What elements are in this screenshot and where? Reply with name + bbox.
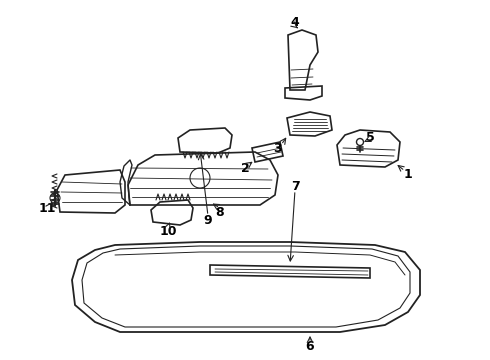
Text: 5: 5 (366, 131, 374, 144)
Text: 8: 8 (216, 206, 224, 219)
Text: 11: 11 (38, 202, 56, 215)
Text: 2: 2 (241, 162, 249, 175)
Text: 1: 1 (404, 167, 413, 180)
Text: 3: 3 (274, 141, 282, 154)
Text: 9: 9 (204, 213, 212, 226)
Text: 7: 7 (291, 180, 299, 193)
Text: 10: 10 (159, 225, 177, 238)
Text: 6: 6 (306, 341, 314, 354)
Text: 4: 4 (291, 15, 299, 28)
